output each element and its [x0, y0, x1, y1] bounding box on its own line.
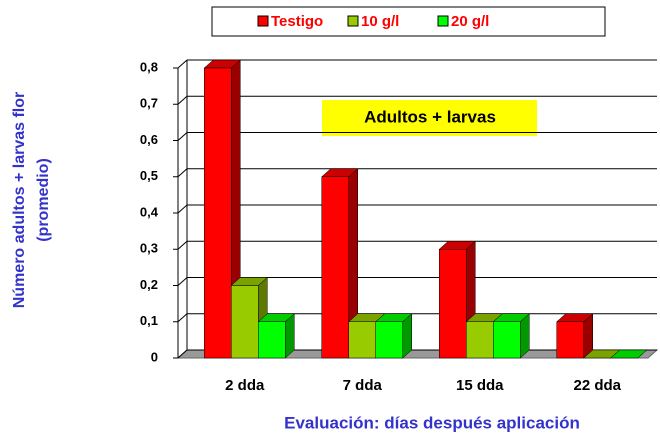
grid-diag: [177, 95, 188, 105]
bar: [204, 67, 232, 359]
y-tick-label: 0,5: [140, 168, 158, 183]
x-tick-label: 2 dda: [225, 377, 265, 394]
y-tick-label: 0,3: [140, 241, 158, 256]
bar: [321, 176, 349, 359]
legend-swatch: [437, 15, 449, 27]
grid-diag: [177, 132, 188, 141]
x-tick-label: 7 dda: [343, 377, 383, 394]
y-tick-label: 0,8: [140, 59, 158, 74]
y-tick-label: 0,2: [140, 277, 158, 292]
legend-label: 20 g/l: [451, 13, 489, 30]
y-axis-title: (promedio): [35, 158, 52, 242]
bar-top: [610, 349, 648, 359]
y-axis-title: Número adultos + larvas flor: [11, 92, 28, 309]
annotation-box: [322, 100, 537, 136]
grid-diag: [177, 349, 188, 359]
y-tick-label: 0: [151, 349, 158, 364]
grid-diag: [177, 277, 188, 286]
x-tick-label: 22 dda: [573, 377, 621, 394]
y-tick-label: 0,1: [140, 313, 158, 328]
bar: [556, 321, 584, 359]
y-tick-label: 0,7: [140, 96, 158, 111]
legend-label: 10 g/l: [361, 13, 399, 30]
legend-swatch: [347, 15, 359, 27]
annotation: Adultos + larvas: [364, 107, 496, 126]
y-tick-label: 0,6: [140, 132, 158, 147]
legend-swatch: [257, 15, 269, 27]
x-tick-label: 15 dda: [456, 377, 504, 394]
x-axis-title: Evaluación: días después aplicación: [284, 413, 580, 432]
bar: [466, 321, 494, 359]
bar: [258, 321, 286, 359]
legend-box: [211, 6, 606, 37]
bar: [493, 321, 521, 359]
grid-diag: [177, 59, 188, 69]
bar: [439, 249, 467, 359]
grid-diag: [177, 168, 188, 178]
bar: [348, 321, 376, 359]
grid-diag: [177, 313, 188, 323]
y-tick-label: 0,4: [140, 204, 159, 219]
bar: [375, 321, 403, 359]
bar: [231, 285, 259, 359]
grid-diag: [177, 204, 188, 214]
legend-label: Testigo: [271, 13, 323, 30]
grid-diag: [177, 240, 188, 250]
